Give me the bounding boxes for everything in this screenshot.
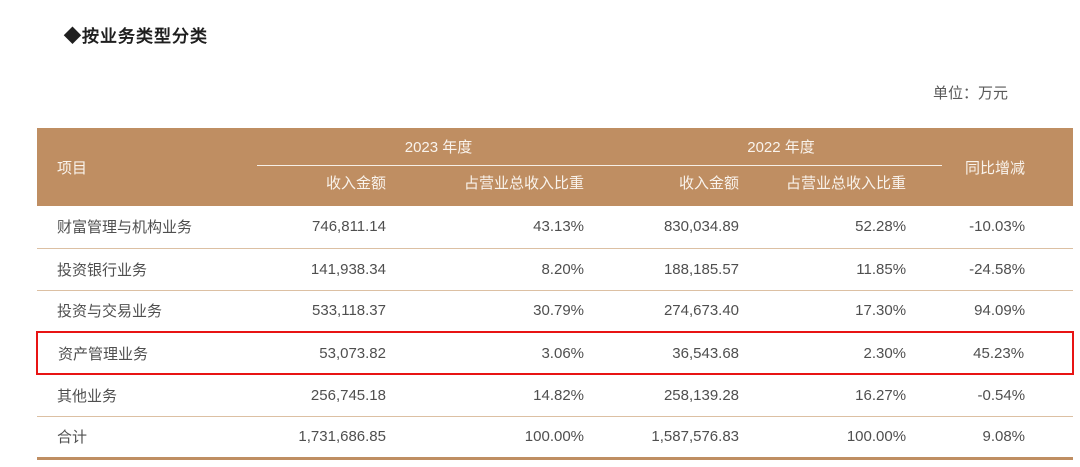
cell-revenue-2022: 1,587,576.83: [620, 416, 776, 460]
cell-proportion-2023: 30.79%: [422, 290, 621, 333]
table-row-total: 合计 1,731,686.85 100.00% 1,587,576.83 100…: [37, 416, 1074, 460]
header-year-2022: 2022 年度: [620, 128, 943, 166]
header-proportion-2022: 占营业总收入比重: [775, 165, 943, 206]
cell-proportion-2022: 16.27%: [775, 374, 943, 417]
unit-label: 单位：万元: [932, 85, 1008, 102]
header-proportion-2023: 占营业总收入比重: [422, 165, 621, 206]
header-year-2023: 2023 年度: [257, 128, 621, 166]
cell-item: 资产管理业务: [36, 331, 257, 375]
cell-proportion-2023: 43.13%: [422, 206, 621, 249]
cell-revenue-2022: 274,673.40: [620, 290, 776, 333]
cell-item: 财富管理与机构业务: [37, 206, 257, 249]
table-row: 投资与交易业务 533,118.37 30.79% 274,673.40 17.…: [37, 290, 1074, 333]
cell-revenue-2022: 36,543.68: [620, 331, 776, 375]
cell-yoy-change: 94.09%: [942, 290, 1074, 333]
cell-proportion-2022: 100.00%: [775, 416, 943, 460]
cell-yoy-change: -24.58%: [942, 248, 1074, 291]
cell-proportion-2023: 14.82%: [422, 374, 621, 417]
cell-yoy-change: 9.08%: [942, 416, 1074, 460]
cell-revenue-2023: 746,811.14: [257, 206, 422, 249]
table-row: 其他业务 256,745.18 14.82% 258,139.28 16.27%…: [37, 374, 1074, 417]
cell-item: 合计: [37, 416, 257, 460]
cell-item: 投资与交易业务: [37, 290, 257, 333]
cell-revenue-2023: 141,938.34: [257, 248, 422, 291]
revenue-by-business-type-table: 项目 2023 年度 2022 年度 同比增减 收入金额 占营业总收入比重 收入…: [36, 128, 1075, 460]
cell-proportion-2023: 8.20%: [422, 248, 621, 291]
cell-proportion-2022: 52.28%: [775, 206, 943, 249]
cell-proportion-2022: 17.30%: [775, 290, 943, 333]
header-item: 项目: [37, 128, 257, 206]
cell-revenue-2022: 830,034.89: [620, 206, 776, 249]
cell-revenue-2023: 1,731,686.85: [257, 416, 422, 460]
cell-revenue-2022: 258,139.28: [620, 374, 776, 417]
cell-proportion-2022: 11.85%: [775, 248, 943, 291]
cell-revenue-2023: 256,745.18: [257, 374, 422, 417]
cell-revenue-2022: 188,185.57: [620, 248, 776, 291]
page-title: ◆按业务类型分类: [64, 22, 208, 47]
cell-proportion-2022: 2.30%: [775, 331, 943, 375]
cell-proportion-2023: 3.06%: [422, 331, 621, 375]
table-row: 财富管理与机构业务 746,811.14 43.13% 830,034.89 5…: [37, 206, 1074, 249]
cell-item: 其他业务: [37, 374, 257, 417]
cell-item: 投资银行业务: [37, 248, 257, 291]
page-title-text: 按业务类型分类: [82, 27, 208, 46]
header-revenue-2022: 收入金额: [620, 165, 776, 206]
cell-revenue-2023: 53,073.82: [257, 331, 422, 375]
header-yoy-change: 同比增减: [942, 128, 1074, 206]
cell-revenue-2023: 533,118.37: [257, 290, 422, 333]
cell-yoy-change: 45.23%: [942, 331, 1075, 375]
header-revenue-2023: 收入金额: [257, 165, 422, 206]
cell-proportion-2023: 100.00%: [422, 416, 621, 460]
table-row: 投资银行业务 141,938.34 8.20% 188,185.57 11.85…: [37, 248, 1074, 291]
table-row-highlighted: 资产管理业务 53,073.82 3.06% 36,543.68 2.30% 4…: [36, 331, 1075, 375]
cell-yoy-change: -0.54%: [942, 374, 1074, 417]
cell-yoy-change: -10.03%: [942, 206, 1074, 249]
table-header: 项目 2023 年度 2022 年度 同比增减 收入金额 占营业总收入比重 收入…: [37, 128, 1074, 206]
diamond-icon: ◆: [64, 27, 82, 46]
